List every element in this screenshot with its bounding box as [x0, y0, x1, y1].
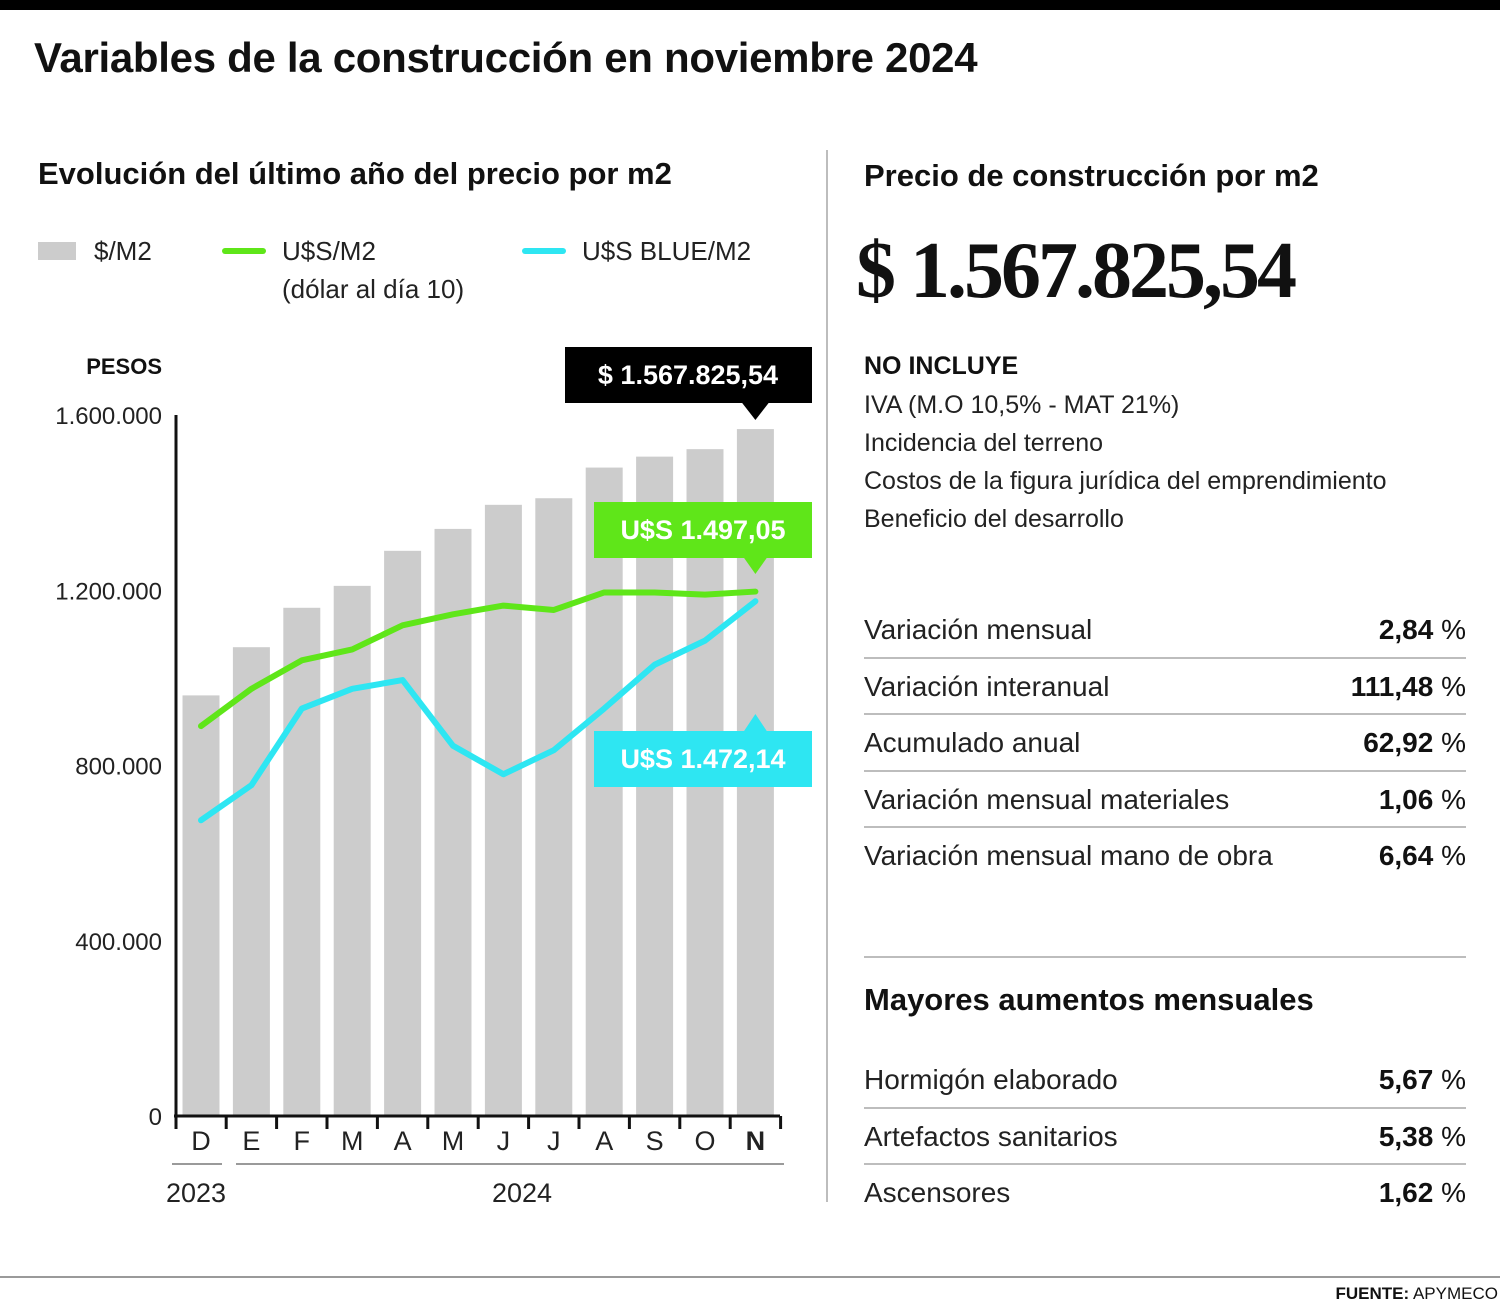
stats-table: Variación mensual 2,84 % Variación inter…	[864, 602, 1466, 885]
y-tick-label: 1.600.000	[55, 403, 162, 430]
series-line	[198, 598, 759, 824]
usd-blue-callout-label: U$S 1.472,14	[620, 744, 785, 774]
bar	[434, 528, 472, 1116]
x-tick-label: O	[694, 1126, 715, 1156]
footer-line	[0, 1276, 1500, 1278]
bar	[283, 607, 321, 1116]
year-label: 2024	[492, 1178, 552, 1208]
bar	[182, 695, 220, 1116]
x-tick-label: A	[394, 1126, 412, 1156]
x-tick-label: S	[646, 1126, 664, 1156]
usd-callout-label: U$S 1.497,05	[620, 515, 785, 545]
bar	[535, 498, 573, 1116]
excludes-heading: NO INCLUYE	[864, 352, 1019, 380]
page-title: Variables de la construcción en noviembr…	[34, 34, 978, 81]
bar	[333, 585, 371, 1116]
legend-label-pesos: $/M2	[94, 236, 152, 266]
bar	[484, 504, 522, 1116]
excludes-item: Incidencia del terreno	[864, 429, 1104, 457]
legend-sublabel-usd: (dólar al día 10)	[282, 274, 465, 304]
bar	[232, 647, 270, 1116]
usd-blue-callout-pointer	[743, 714, 768, 732]
mayores-table: Hormigón elaborado 5,67 % Artefactos san…	[864, 1052, 1466, 1222]
x-tick-label: A	[595, 1126, 613, 1156]
x-tick-label: E	[242, 1126, 260, 1156]
chart-title: Evolución del último año del precio por …	[38, 156, 672, 191]
series-line	[198, 588, 759, 730]
mayores-value: 5,67 %	[1378, 1064, 1466, 1095]
section-divider	[864, 956, 1466, 958]
mayores-label: Artefactos sanitarios	[864, 1120, 1118, 1152]
construction-price: $ 1.567.825,54	[856, 227, 1297, 315]
price-callout-pointer	[741, 402, 770, 420]
stat-row: Variación mensual mano de obra 6,64 %	[864, 828, 1466, 885]
stat-value: 1,06 %	[1378, 783, 1466, 815]
stat-label: Variación mensual	[864, 614, 1093, 645]
stat-value: 111,48 %	[1350, 670, 1466, 702]
y-tick-label: 0	[149, 1104, 162, 1131]
column-divider	[826, 150, 828, 1202]
stat-row: Variación mensual 2,84 %	[864, 602, 1466, 659]
stat-row: Variación mensual materiales 1,06 %	[864, 772, 1466, 828]
excludes-list: IVA (M.O 10,5% - MAT 21%) Incidencia del…	[864, 388, 1387, 540]
x-tick-label: J	[497, 1126, 511, 1156]
x-tick-label: F	[294, 1126, 311, 1156]
y-tick-label: 800.000	[75, 754, 162, 781]
stat-value: 2,84 %	[1378, 614, 1466, 645]
bar	[585, 467, 623, 1116]
x-tick-label: M	[442, 1126, 465, 1156]
chart-area: 1.600.000 1.200.000 800.000 400.000 0 PESOS D E…	[55, 347, 812, 1208]
stat-label: Variación interanual	[864, 670, 1110, 702]
stat-label: Variación mensual mano de obra	[864, 840, 1273, 871]
top-bar	[0, 0, 1500, 10]
usd-blue-callout-box	[594, 731, 812, 787]
legend-swatch-pesos	[38, 242, 76, 260]
source-credit: FUENTE: APYMECO	[1335, 1284, 1499, 1303]
y-tick-label: 400.000	[75, 929, 162, 956]
excludes-item: Beneficio del desarrollo	[864, 505, 1124, 533]
mayores-title: Mayores aumentos mensuales	[864, 982, 1314, 1017]
usd-callout-box	[594, 502, 812, 558]
price-panel-title: Precio de construcción por m2	[864, 158, 1319, 193]
mayores-label: Ascensores	[864, 1177, 1011, 1208]
legend-swatch-usd-blue	[522, 248, 566, 254]
bar	[384, 550, 422, 1116]
excludes-item: Costos de la figura jurídica del emprend…	[864, 467, 1387, 495]
year-label: 2023	[166, 1178, 226, 1208]
y-tick-label: 1.200.000	[55, 578, 162, 605]
mayores-value: 1,62 %	[1378, 1177, 1466, 1208]
stat-label: Acumulado anual	[864, 727, 1081, 758]
x-tick-label: D	[191, 1126, 211, 1156]
mayores-row: Hormigón elaborado 5,67 %	[864, 1052, 1466, 1109]
y-axis-label: PESOS	[86, 354, 162, 379]
mayores-value: 5,38 %	[1378, 1120, 1466, 1152]
stat-value: 6,64 %	[1378, 840, 1466, 871]
x-tick-label: M	[341, 1126, 364, 1156]
price-callout-label: $ 1.567.825,54	[598, 360, 778, 390]
x-tick-label: J	[547, 1126, 561, 1156]
legend-label-usd-blue: U$S BLUE/M2	[582, 236, 752, 266]
mayores-row: Artefactos sanitarios 5,38 %	[864, 1109, 1466, 1165]
legend-swatch-usd	[222, 248, 266, 254]
price-callout-box	[565, 347, 812, 403]
stat-value: 62,92 %	[1363, 727, 1466, 758]
mayores-label: Hormigón elaborado	[864, 1064, 1118, 1095]
mayores-row: Ascensores 1,62 %	[864, 1165, 1466, 1222]
stat-row: Acumulado anual 62,92 %	[864, 715, 1466, 772]
excludes-item: IVA (M.O 10,5% - MAT 21%)	[864, 391, 1180, 419]
stat-row: Variación interanual 111,48 %	[864, 659, 1466, 715]
legend-label-usd: U$S/M2	[282, 236, 376, 266]
usd-callout-pointer	[743, 557, 768, 574]
x-tick-label: N	[746, 1126, 766, 1156]
stat-label: Variación mensual materiales	[864, 783, 1230, 815]
